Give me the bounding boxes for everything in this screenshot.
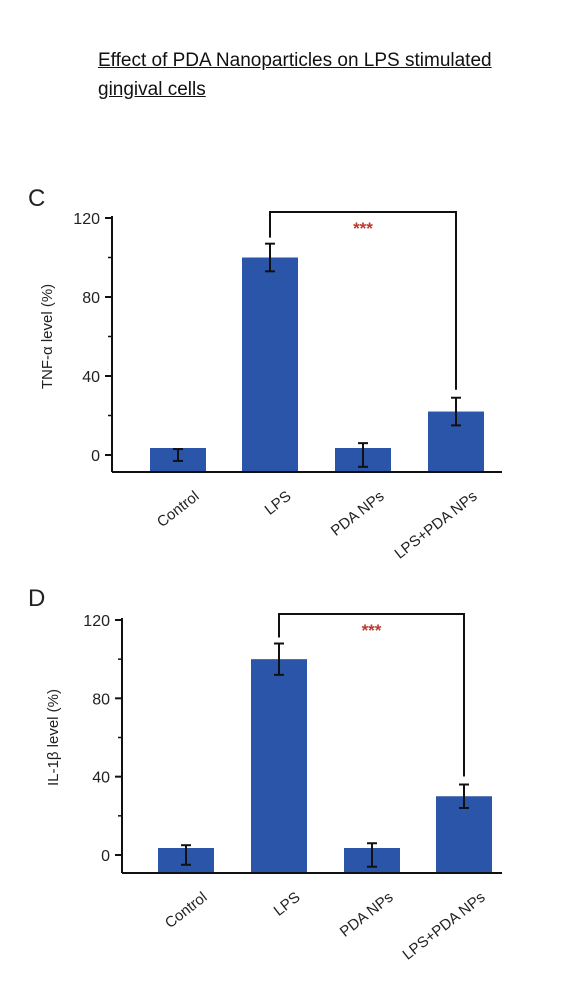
panel-d-y-tick-label: 120 bbox=[83, 613, 110, 630]
panel-d-bar-lps bbox=[251, 659, 307, 872]
panel-c-label: C bbox=[28, 185, 45, 212]
panel-d-x-tick-label: LPS bbox=[271, 889, 304, 920]
panel-d-y-tick-label: 40 bbox=[92, 770, 110, 787]
panel-c-significance-label: *** bbox=[353, 219, 373, 238]
panel-c-y-tick-label: 0 bbox=[91, 448, 100, 465]
panel-c-y-axis-label: TNF-α level (%) bbox=[39, 284, 56, 389]
panel-c-x-tick-label: LPS+PDA NPs bbox=[391, 488, 480, 563]
panel-c-y-tick-label: 120 bbox=[73, 211, 100, 228]
panel-d-significance-label: *** bbox=[362, 621, 382, 640]
panel-d-x-tick-label: LPS+PDA NPs bbox=[399, 889, 488, 964]
panel-c-x-tick-label: Control bbox=[154, 488, 203, 531]
panel-c-significance-bracket bbox=[269, 211, 457, 390]
panel-d-y-tick-label: 0 bbox=[101, 848, 110, 865]
panel-c-y-tick-label: 80 bbox=[82, 290, 100, 307]
panel-d-significance-bracket bbox=[278, 613, 465, 777]
panel-c-bar-lps bbox=[242, 257, 298, 471]
panel-d-x-tick-label: PDA NPs bbox=[337, 889, 397, 941]
page-title: Effect of PDA Nanoparticles on LPS stimu… bbox=[98, 50, 492, 100]
panel-d-label: D bbox=[28, 585, 45, 612]
panel-d-y-axis-label: IL-1β level (%) bbox=[45, 689, 62, 786]
panel-d-y-tick-label: 80 bbox=[92, 691, 110, 708]
panel-c-y-tick-label: 40 bbox=[82, 369, 100, 386]
panel-c-x-tick-label: PDA NPs bbox=[328, 488, 388, 540]
panel-c-x-tick-label: LPS bbox=[262, 488, 295, 519]
panel-d-x-tick-label: Control bbox=[162, 889, 211, 932]
